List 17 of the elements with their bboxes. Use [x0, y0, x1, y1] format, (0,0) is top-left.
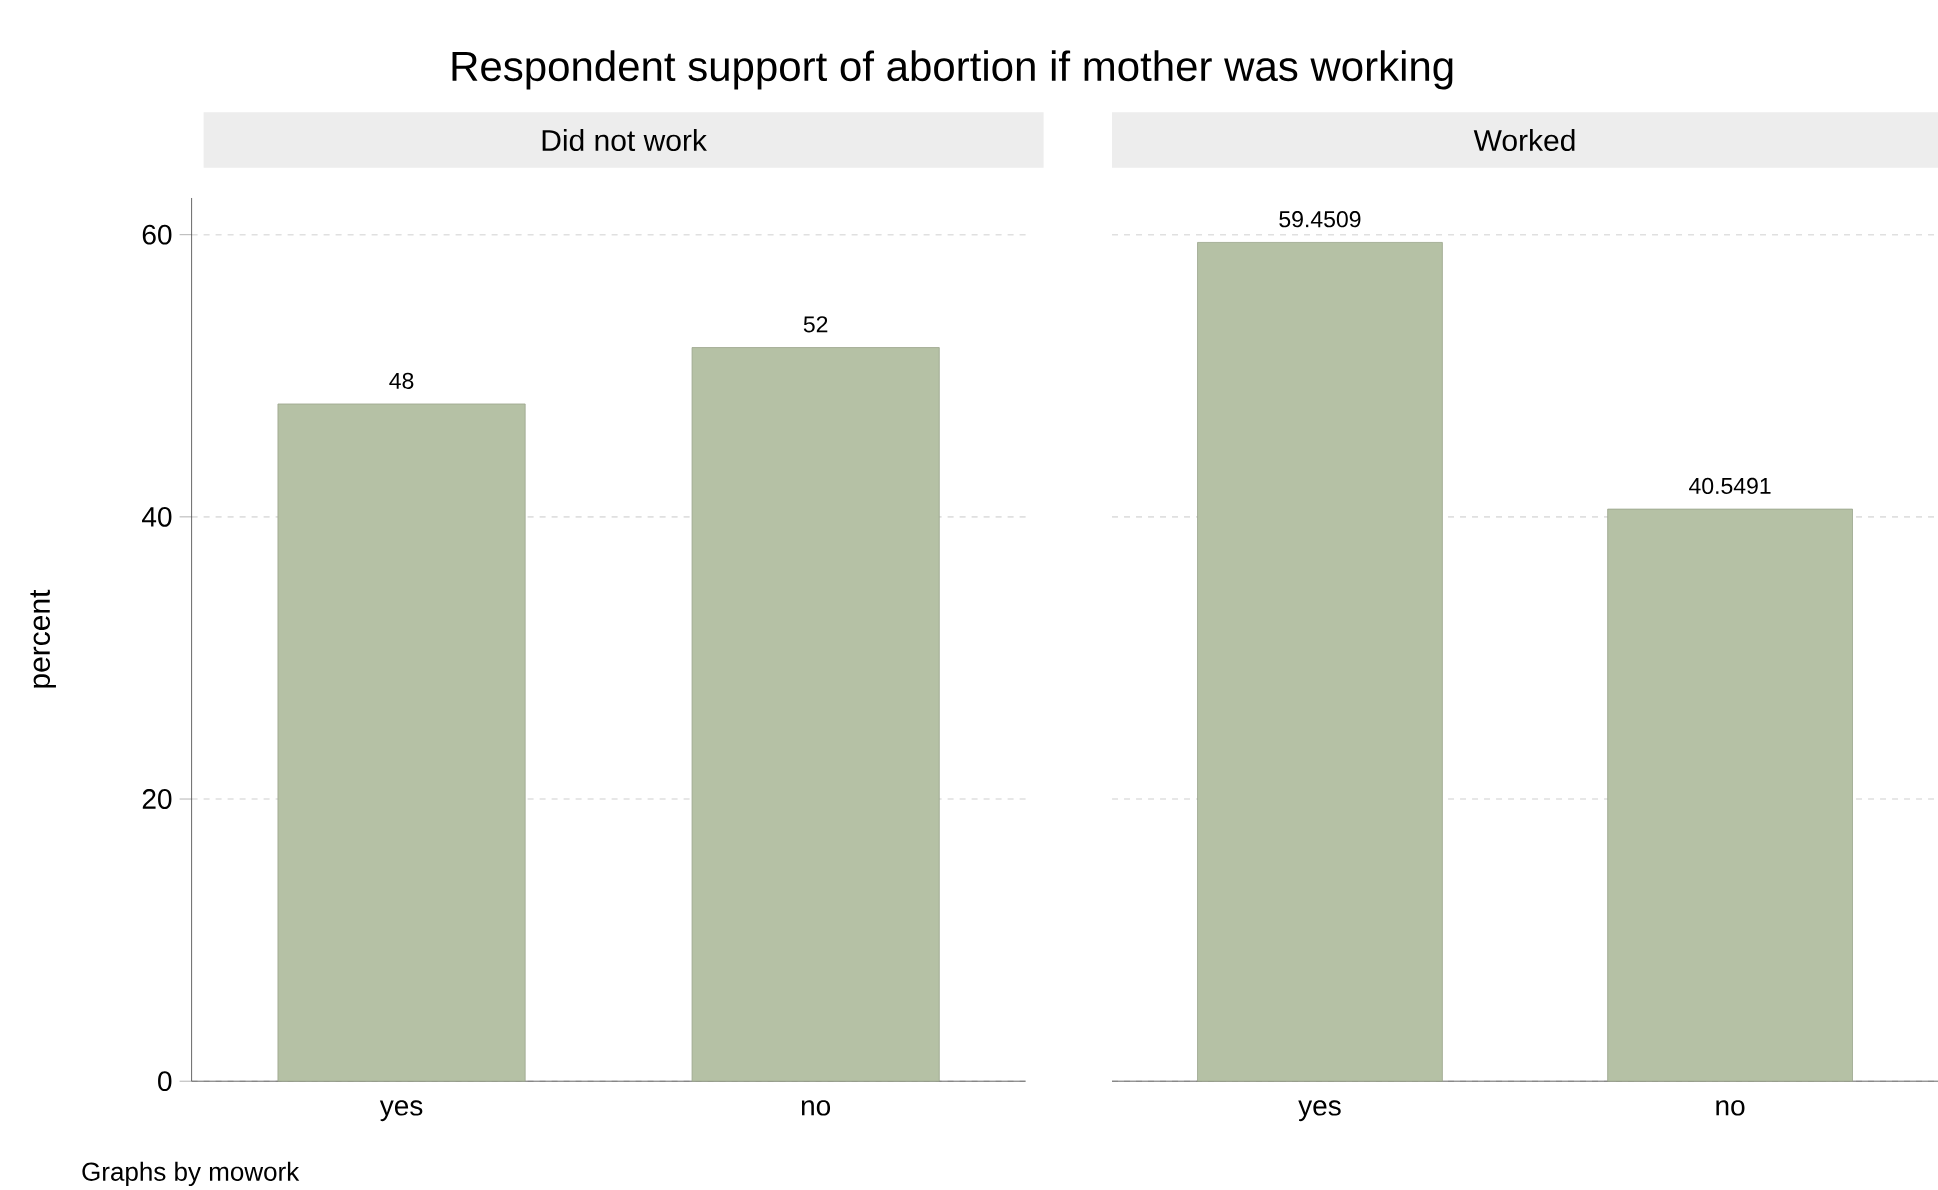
- y-axis-title: percent: [30, 589, 56, 688]
- chart-subtitle: Worked: [1473, 129, 1575, 152]
- x-tick-label: yes: [1298, 1100, 1341, 1122]
- data-label: 40.5491: [1689, 477, 1771, 495]
- y-tick-label: 0: [158, 1071, 172, 1092]
- data-label: 59.4509: [1279, 211, 1361, 228]
- chart-title: Respondent support of abortion if mother was working: [452, 50, 1453, 90]
- data-label: 48: [389, 372, 414, 389]
- y-tick-label: 40: [142, 506, 172, 527]
- chart-subtitle: Did not work: [542, 129, 707, 152]
- x-tick-label: no: [801, 1100, 831, 1116]
- text: Graphs by mowork: [82, 1161, 300, 1187]
- data-label: 52: [803, 316, 828, 333]
- x-tick-label: no: [1716, 1100, 1745, 1116]
- y-tick-label: 20: [142, 789, 172, 809]
- x-tick-label: yes: [379, 1100, 423, 1122]
- y-tick-label: 60: [142, 224, 172, 245]
